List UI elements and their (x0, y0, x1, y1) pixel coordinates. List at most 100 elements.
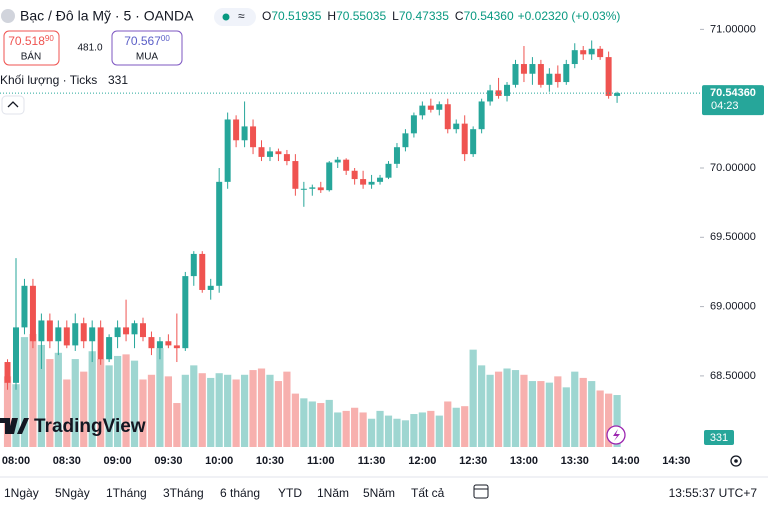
candle-body (377, 177, 384, 182)
candle-body (266, 151, 273, 157)
volume-bar (469, 349, 477, 447)
volume-bar (20, 337, 29, 447)
volume-bar (537, 381, 545, 447)
time-axis: 08:00 08:30 09:00 09:30 10:00 10:30 11:00 11:30… (2, 455, 690, 467)
ohlc-value: 70.51935 (271, 9, 321, 23)
volume-bar (418, 412, 426, 447)
ohlc-key: L (392, 9, 399, 23)
candle-body (402, 133, 409, 148)
candle-body (233, 119, 240, 141)
sell-label: BÁN (21, 50, 42, 63)
range-button[interactable]: 6 tháng (220, 486, 260, 500)
candle-body (436, 104, 443, 110)
volume-bar (444, 401, 452, 447)
volume-bar (80, 371, 88, 447)
ohlc-key: O (262, 9, 271, 23)
candle-body (605, 57, 612, 96)
volume-bar (215, 373, 223, 447)
volume-bar (3, 376, 12, 447)
range-button[interactable]: 5Ngày (55, 486, 90, 500)
current-price-box (702, 85, 764, 116)
candle-body (55, 327, 62, 342)
volume-bar (359, 412, 367, 447)
clock[interactable]: 13:55:37 UTC+7 (669, 486, 758, 500)
x-tick-label: 14:00 (611, 455, 639, 467)
candle-body (529, 64, 536, 74)
volume-bar (257, 368, 266, 447)
date-range-icon[interactable] (473, 484, 489, 499)
candle-body (12, 327, 19, 383)
candle-body (182, 276, 189, 349)
ohlc-values: O70.51935 H70.55035 L70.47335 C70.54360 +0.0… (262, 9, 620, 23)
candle-body (207, 285, 214, 290)
volume-bar (308, 401, 316, 447)
settings-button[interactable] (730, 455, 742, 467)
volume-bar (427, 410, 435, 447)
ohlc-change: +0.02320 (+0.03%) (518, 9, 621, 23)
candle-body (385, 163, 392, 178)
volume-bar (173, 403, 181, 447)
candle-body (351, 170, 358, 180)
status-pill[interactable] (214, 8, 256, 26)
volume-layer (3, 333, 621, 447)
candle-body (580, 50, 587, 55)
alert-icon (613, 429, 620, 441)
candle-body (156, 341, 163, 349)
candle-body (199, 253, 206, 290)
candle-body (360, 179, 367, 185)
price-axis: 68.50000 69.00000 69.50000 70.00000 71.00000 (700, 23, 756, 382)
volume-bar (224, 374, 232, 447)
volume-bar (105, 365, 113, 447)
volume-bar (88, 351, 96, 447)
logo: TradingView (0, 416, 146, 437)
candle-body (368, 181, 375, 185)
range-button[interactable]: YTD (278, 486, 302, 500)
volume-bar (130, 360, 139, 447)
logo-mark (0, 418, 29, 434)
volume-bar (579, 377, 587, 447)
buy-button[interactable] (111, 30, 183, 66)
candle-body (123, 327, 130, 335)
range-button[interactable]: 3Tháng (163, 486, 204, 500)
volume-bar (164, 376, 172, 447)
candle-body (453, 123, 460, 130)
volume-bar (571, 371, 579, 447)
y-tick-label: 69.00000 (710, 300, 756, 312)
volume-bar (207, 377, 215, 447)
range-button[interactable]: 1Năm (317, 486, 349, 500)
ohlc-value: 70.54360 (464, 9, 514, 23)
candle-body (89, 327, 96, 342)
volume-bar (410, 414, 418, 447)
candle-body (520, 64, 527, 74)
spread: 481.0 (77, 43, 102, 54)
range-button[interactable]: 1Ngày (4, 486, 39, 500)
volume-bar (97, 359, 105, 447)
range-button[interactable]: 5Năm (363, 486, 395, 500)
collapse-button[interactable] (1, 95, 25, 115)
candle-body (393, 147, 400, 164)
volume-bar (562, 387, 570, 447)
buy-price: 70.56700 (124, 34, 170, 48)
candle-body (554, 73, 561, 83)
sell-button[interactable] (3, 30, 60, 66)
candle-body (80, 323, 87, 342)
settings-icon (730, 455, 742, 467)
volume-value-box (704, 430, 734, 445)
candle-body (46, 320, 53, 342)
y-tick-label: 71.00000 (710, 23, 756, 35)
x-tick-label: 10:30 (256, 455, 284, 467)
volume-bar (613, 395, 621, 447)
candle-body (292, 161, 299, 189)
candle-body (21, 285, 28, 328)
y-tick-label: 68.50000 (710, 370, 756, 382)
symbol-title[interactable]: Bạc / Đô la Mỹ · 5 · OANDA (20, 8, 194, 24)
range-button[interactable]: Tất cả (411, 486, 445, 500)
volume-bar (300, 398, 308, 447)
candle-body (106, 337, 113, 360)
candle-body (300, 188, 307, 190)
range-button[interactable]: 1Tháng (106, 486, 147, 500)
candle-body (487, 90, 494, 102)
volume-bar (147, 374, 156, 447)
volume-bar (494, 371, 503, 447)
volume-bar (503, 368, 511, 447)
